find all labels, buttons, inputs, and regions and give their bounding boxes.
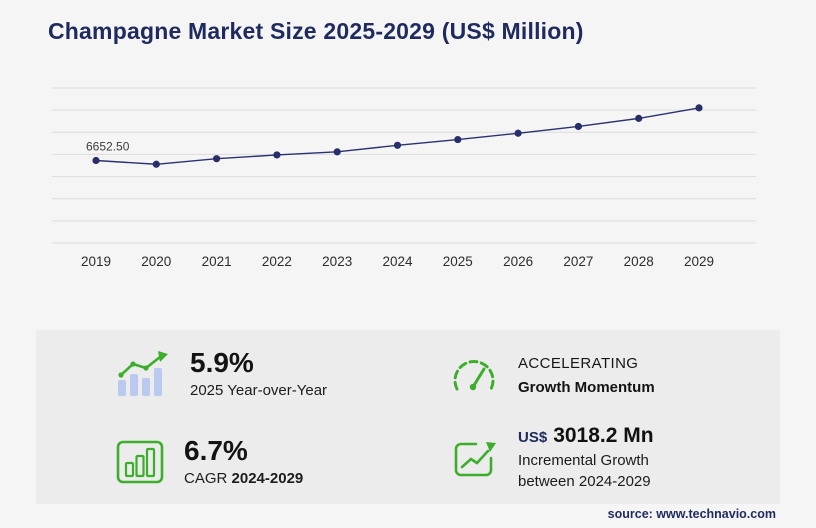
market-size-line-chart: 2019 2020 2021 2022 2023 2024 2025 2026 2027 2028… [44,80,764,280]
stat-incremental-growth: US$ 3018.2 Mn Incremental Growth between… [450,424,654,490]
gauge-icon [450,354,498,396]
trend-arrow-box-icon [450,434,498,480]
stat-yoy-growth: 5.9% 2025 Year-over-Year [116,348,327,399]
svg-text:2023: 2023 [322,254,352,269]
currency-label: US$ [518,429,548,446]
svg-text:2028: 2028 [624,254,654,269]
incremental-label-line1: Incremental Growth [518,452,649,469]
svg-text:2029: 2029 [684,254,714,269]
stats-panel: 5.9% 2025 Year-over-Year ACCELERATING Gr… [36,330,780,504]
yoy-value: 5.9% [190,347,254,378]
cagr-label: CAGR 2024-2029 [184,470,303,487]
svg-text:2021: 2021 [202,254,232,269]
incremental-value: US$ 3018.2 Mn [518,424,654,448]
line-chart-canvas: 2019 2020 2021 2022 2023 2024 2025 2026 2027 2028… [52,87,756,269]
svg-text:2022: 2022 [262,254,292,269]
cagr-label-range: 2024-2029 [231,470,304,488]
svg-text:2024: 2024 [382,254,413,269]
svg-text:2027: 2027 [563,254,593,269]
incremental-amount: 3018.2 Mn [553,424,654,447]
source-credit: source: www.technavio.com [607,507,776,521]
cagr-value: 6.7% [184,435,248,466]
yoy-label: 2025 Year-over-Year [190,382,328,400]
momentum-status: ACCELERATING [518,354,639,372]
svg-text:2025: 2025 [443,254,473,269]
stat-cagr: 6.7% CAGR 2024-2029 [116,436,303,487]
bar-chart-box-icon [116,440,164,484]
stat-growth-momentum: ACCELERATING Growth Momentum [450,354,655,396]
momentum-label: Growth Momentum [518,378,655,396]
page-title: Champagne Market Size 2025-2029 (US$ Mil… [48,18,584,44]
svg-text:2020: 2020 [141,254,171,269]
cagr-label-prefix: CAGR [184,470,228,488]
svg-text:2019: 2019 [81,254,111,269]
incremental-label-line2: between 2024-2029 [518,473,651,490]
svg-text:2026: 2026 [503,254,533,269]
svg-text:6652.50: 6652.50 [86,140,130,154]
growth-bars-icon [116,350,170,398]
